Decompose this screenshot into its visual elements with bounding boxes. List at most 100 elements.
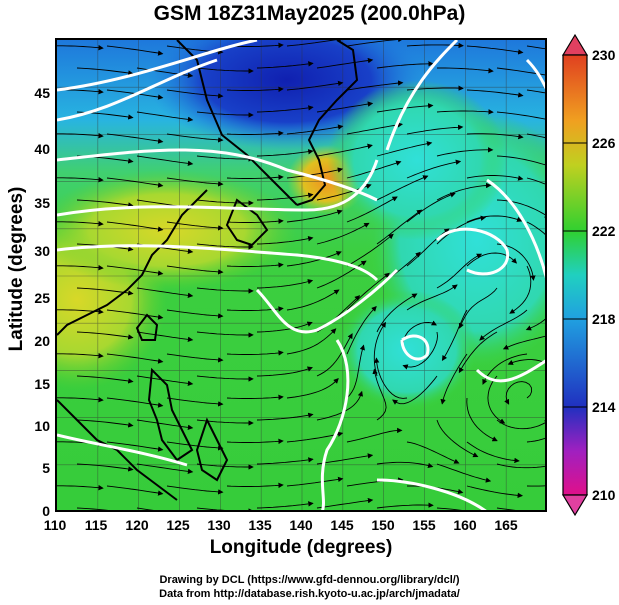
y-tick-label: 35 <box>34 195 50 211</box>
colorbar-tick-label: 210 <box>592 487 616 503</box>
cyan-region-north <box>327 80 507 240</box>
colorbar-max-arrow <box>561 33 589 56</box>
streamline <box>496 199 545 219</box>
streamline <box>106 397 164 408</box>
streamline <box>316 143 373 157</box>
streamline <box>57 396 104 403</box>
streamline <box>136 331 194 343</box>
streamline <box>106 265 164 276</box>
streamline <box>346 196 398 223</box>
streamline <box>106 353 164 364</box>
streamline <box>57 264 104 271</box>
streamline <box>196 199 254 206</box>
streamline <box>316 497 374 509</box>
x-tick-label: 140 <box>289 517 313 533</box>
colorbar <box>561 33 589 517</box>
streamline <box>106 45 164 56</box>
streamline <box>76 199 134 208</box>
streamline <box>458 287 498 329</box>
y-tick-label: 0 <box>42 503 50 519</box>
streamline <box>372 368 387 421</box>
streamline <box>196 67 254 74</box>
streamline <box>286 476 344 487</box>
streamline <box>106 441 164 452</box>
streamline <box>166 397 224 407</box>
streamline <box>436 109 494 115</box>
streamline <box>507 359 545 365</box>
credit-drawing: Drawing by DCL (https://www.gfd-dennou.o… <box>159 574 460 586</box>
streamline <box>286 167 344 179</box>
streamline <box>286 289 340 311</box>
x-tick-label: 115 <box>84 517 108 533</box>
streamline <box>166 441 224 451</box>
streamline <box>346 427 403 443</box>
streamline <box>196 155 254 162</box>
streamline <box>466 485 523 499</box>
x-tick-label: 130 <box>207 517 231 533</box>
streamline <box>76 331 134 340</box>
streamline <box>196 507 254 510</box>
streamline <box>286 40 344 47</box>
streamline <box>166 485 224 495</box>
streamline <box>226 350 284 356</box>
streamline <box>286 209 343 223</box>
x-tick-label: 110 <box>43 517 67 533</box>
streamline <box>57 352 104 359</box>
streamline <box>436 419 479 458</box>
streamline <box>106 485 164 496</box>
streamline <box>57 484 104 491</box>
streamline <box>458 331 498 374</box>
contour-lines <box>57 40 545 510</box>
streamline <box>496 155 545 166</box>
y-tick-label: 15 <box>34 376 50 392</box>
streamline <box>76 375 134 384</box>
streamline <box>526 133 545 139</box>
y-tick-label: 10 <box>34 418 50 434</box>
streamline <box>106 177 164 188</box>
streamline <box>502 335 545 350</box>
streamline <box>526 45 545 50</box>
streamline <box>504 381 533 405</box>
streamline <box>286 431 344 443</box>
streamline <box>196 243 254 250</box>
streamline <box>496 463 545 469</box>
y-tick-label: 5 <box>42 460 50 476</box>
streamline <box>406 192 456 223</box>
streamline <box>346 40 404 47</box>
streamline <box>76 507 109 510</box>
streamline <box>256 61 314 69</box>
streamline <box>346 272 390 311</box>
streamline <box>136 419 194 431</box>
streamline <box>496 507 516 510</box>
streamline <box>106 309 164 320</box>
x-tick-label: 150 <box>371 517 395 533</box>
streamline <box>376 209 423 245</box>
streamline <box>316 222 370 245</box>
streamline <box>406 284 458 311</box>
streamline <box>286 80 344 91</box>
streamline <box>496 243 536 281</box>
streamline <box>466 252 518 267</box>
streamline <box>392 375 438 405</box>
streamline <box>286 124 344 135</box>
y-tick-label: 45 <box>34 85 50 101</box>
streamline <box>496 67 545 76</box>
streamline <box>346 122 403 135</box>
colorbar-gradient <box>562 54 588 496</box>
streamline <box>346 344 365 399</box>
streamline <box>166 133 224 143</box>
streamline <box>526 177 545 185</box>
streamline <box>256 457 314 465</box>
streamline <box>57 44 104 51</box>
y-tick-label: 20 <box>34 333 50 349</box>
streamline <box>106 221 164 232</box>
streamline <box>526 485 545 487</box>
x-tick-label: 160 <box>453 517 477 533</box>
streamline <box>196 287 254 294</box>
x-tick-label: 145 <box>330 517 354 533</box>
streamline <box>286 378 339 399</box>
streamline <box>286 251 342 267</box>
streamline <box>286 328 337 355</box>
streamline <box>466 175 524 181</box>
streamline <box>196 331 254 338</box>
